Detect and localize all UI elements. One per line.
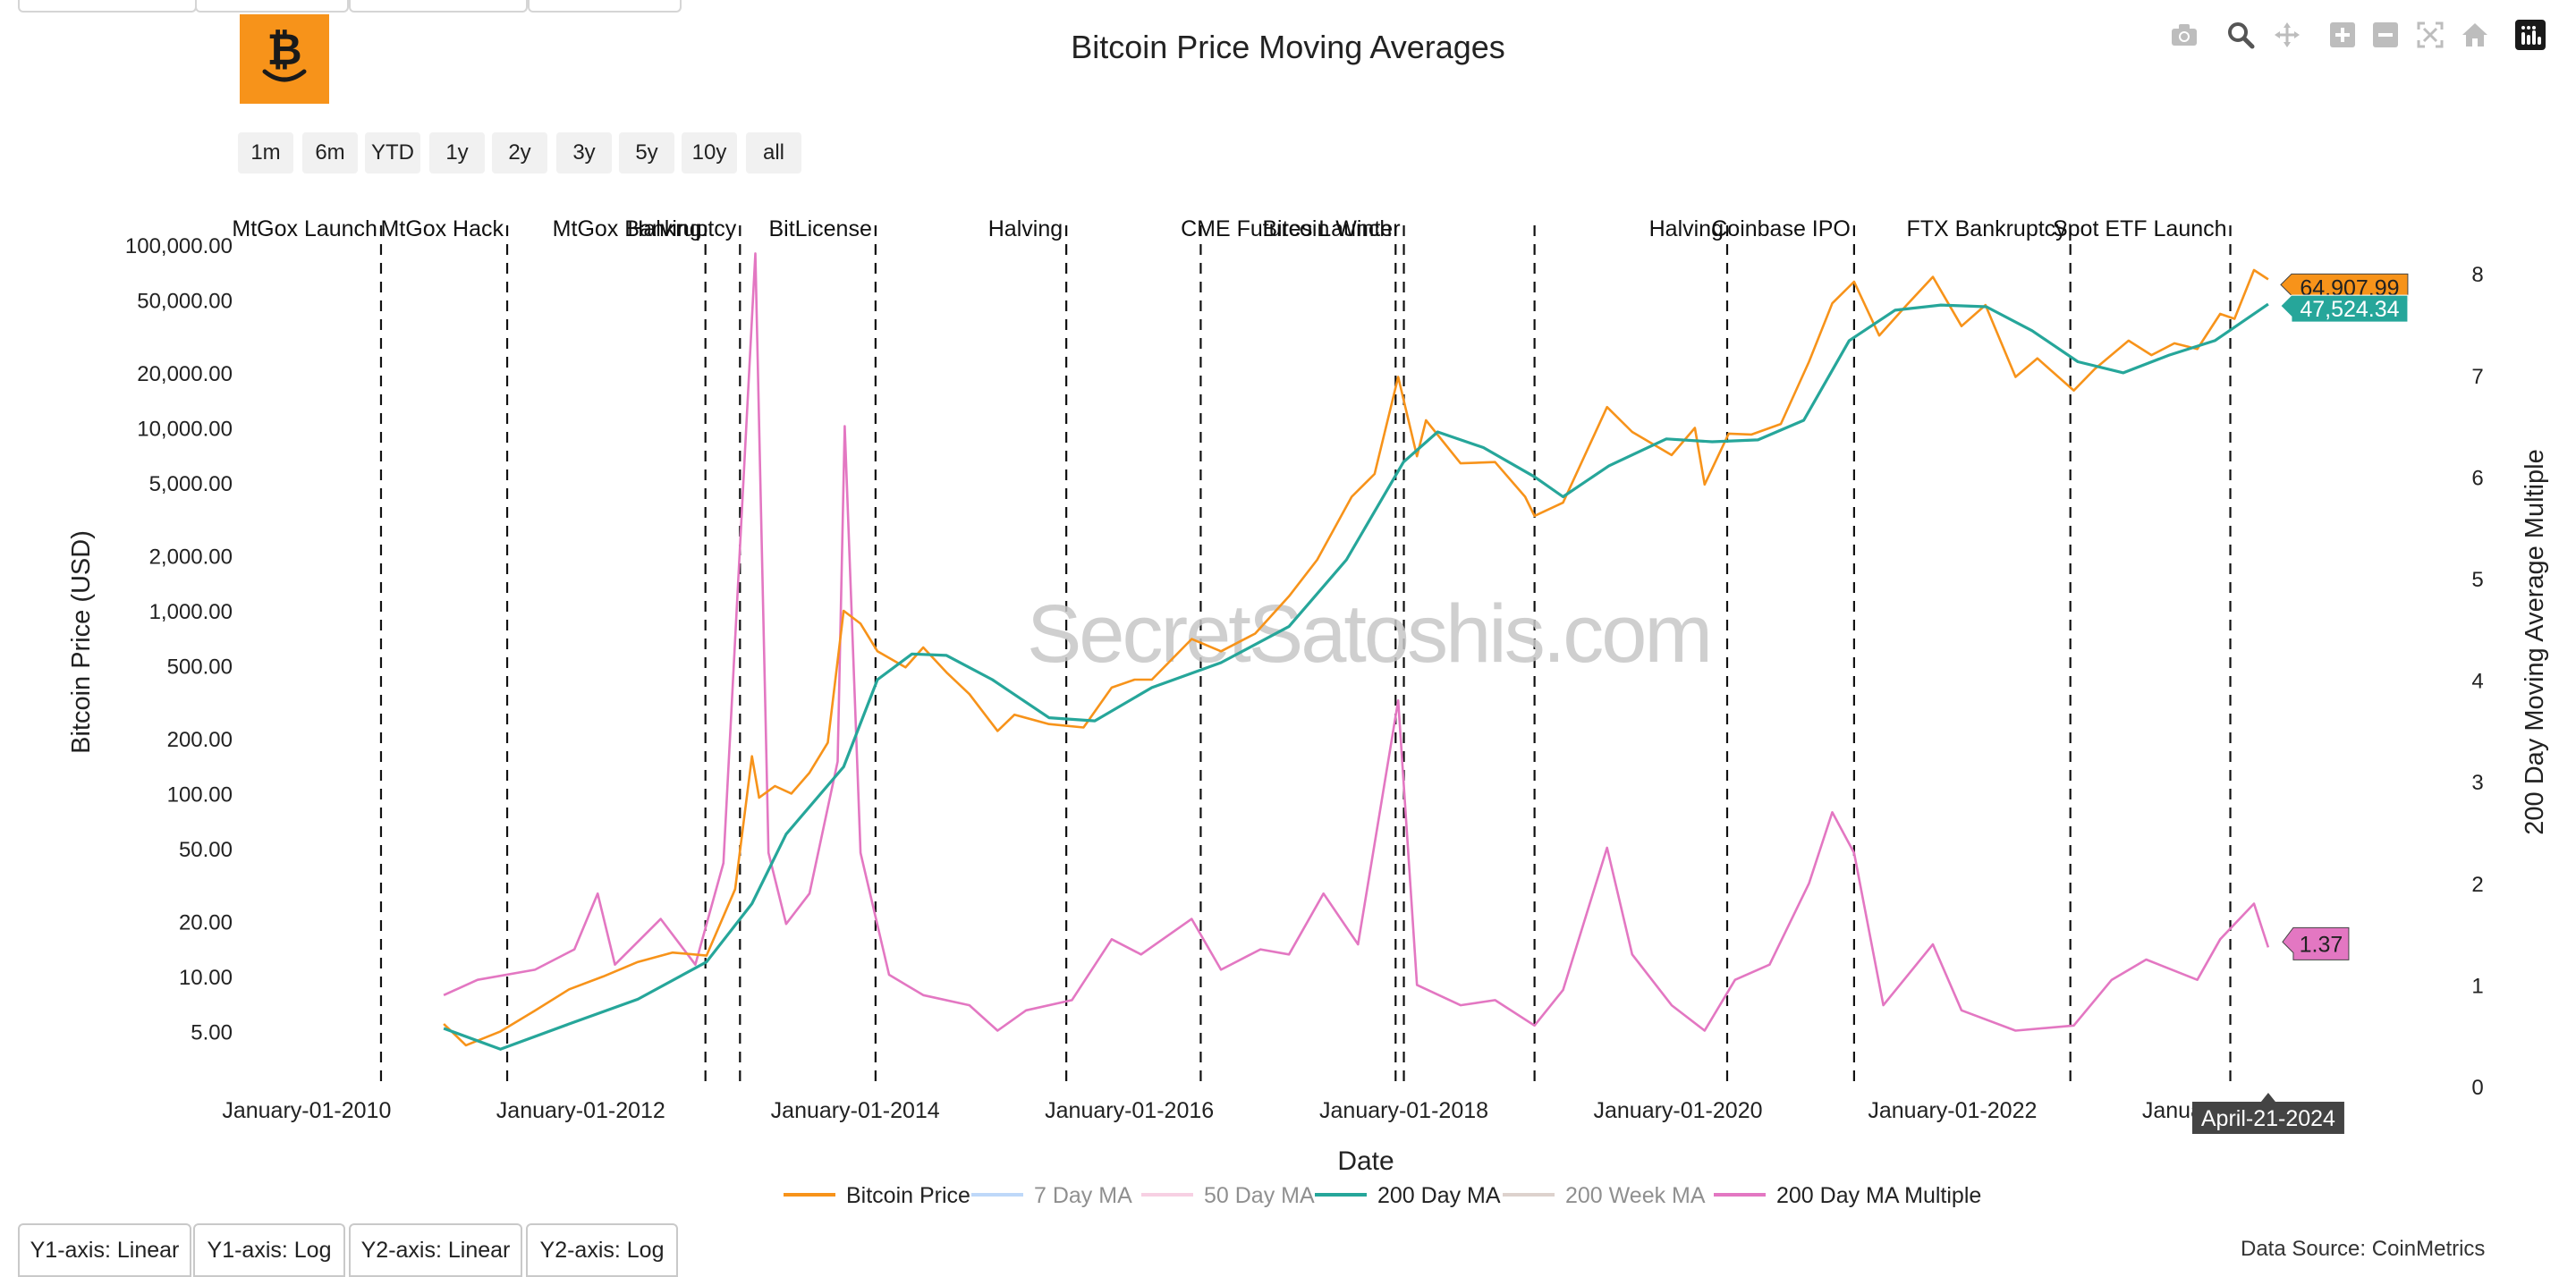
x-tick-label: January-01-2010 [222,1098,391,1123]
y-tick-label: 5.00 [191,1020,233,1044]
y2-tick-label: 3 [2471,771,2483,795]
range-button-all[interactable]: all [746,132,801,173]
y-tick-label: 50,000.00 [137,290,233,314]
legend-label: 50 Day MA [1204,1183,1315,1208]
svg-text:1.37: 1.37 [2300,932,2343,957]
legend-label: 200 Day MA Multiple [1776,1183,1981,1208]
legend-item[interactable]: 200 Week MA [1503,1183,1706,1208]
pan-icon[interactable] [2272,20,2302,50]
legend-label: Bitcoin Price [846,1183,970,1208]
svg-text:₿: ₿ [267,25,301,75]
legend-item[interactable]: 200 Day MA [1315,1183,1501,1208]
x-tick-label: January-01-2022 [1868,1098,2037,1123]
legend-label: 7 Day MA [1034,1183,1132,1208]
x-tick-label: January-01-2016 [1045,1098,1214,1123]
top-tab[interactable] [528,0,682,13]
home-icon[interactable] [2460,20,2490,50]
data-source: Data Source: CoinMetrics [2241,1237,2486,1261]
chart-title: Bitcoin Price Moving Averages [1071,29,1505,65]
y-tick-label: 5,000.00 [149,472,233,496]
x-tick-label: January-01-2020 [1593,1098,1762,1123]
event-label: CME Futures Launch [1181,216,1392,241]
bitcoin-price-line[interactable] [443,268,2269,1047]
y-tick-label: 10.00 [179,966,233,990]
ma200-line[interactable] [443,302,2269,1051]
y2-tick-label: 2 [2471,873,2483,897]
event-label: Halving [1649,216,1724,241]
legend-label: 200 Week MA [1565,1183,1706,1208]
y2-tick-label: 1 [2471,974,2483,998]
hover-date-label: April-21-2024 [2191,1093,2344,1134]
range-button-1y[interactable]: 1y [429,132,485,173]
range-button-6m[interactable]: 6m [302,132,358,173]
range-button-2y[interactable]: 2y [492,132,547,173]
event-label: FTX Bankruptcy [1906,216,2067,241]
zoom-icon[interactable] [2225,20,2256,50]
range-button-3y[interactable]: 3y [556,132,612,173]
y2-tick-label: 0 [2471,1076,2483,1100]
top-tab[interactable] [349,0,528,13]
autoscale-icon[interactable] [2415,20,2445,50]
y2-tick-label: 4 [2471,670,2483,694]
y-tick-label: 100,000.00 [125,234,233,258]
site-logo[interactable]: ₿ [240,14,329,104]
y2-tick-label: 5 [2471,568,2483,592]
x-axis-title: Date [1337,1146,1394,1176]
y-tick-label: 20,000.00 [137,362,233,386]
ma200-last-value: 47,524.34 [2280,294,2409,323]
y1-linear-button[interactable]: Y1-axis: Linear [18,1223,191,1277]
camera-icon[interactable] [2169,20,2199,50]
x-tick-label: January-01-2012 [496,1098,665,1123]
y-tick-label: 50.00 [179,838,233,862]
event-label: BitLicense [769,216,872,241]
event-label: MtGox Hack [380,216,504,241]
svg-text:47,524.34: 47,524.34 [2300,297,2399,322]
legend-item[interactable]: 50 Day MA [1141,1183,1315,1208]
y-tick-label: 1,000.00 [149,600,233,624]
legend-item[interactable]: 200 Day MA Multiple [1714,1183,1981,1208]
x-tick-label: January-01-2014 [771,1098,940,1123]
event-label: MtGox Bankruptcy [553,216,737,241]
event-label: Bitcoin Winter [1262,216,1400,241]
legend-label: 200 Day MA [1377,1183,1501,1208]
legend-item[interactable]: Bitcoin Price [784,1183,970,1208]
range-button-5y[interactable]: 5y [619,132,674,173]
y-tick-label: 500.00 [167,655,233,680]
y2-axis-title: 200 Day Moving Average Multiple [2521,449,2549,835]
range-button-1m[interactable]: 1m [238,132,293,173]
y2-tick-label: 6 [2471,466,2483,490]
watermark: SecretSatoshis.com [1027,588,1710,680]
y1-log-button[interactable]: Y1-axis: Log [193,1223,345,1277]
y-axis-title: Bitcoin Price (USD) [67,530,96,754]
multiple-last-value: 1.37 [2282,926,2350,960]
y-tick-label: 10,000.00 [137,417,233,441]
y-tick-label: 2,000.00 [149,545,233,569]
event-label: Halving [988,216,1063,241]
zoom-in-icon[interactable] [2327,20,2358,50]
y-tick-label: 200.00 [167,728,233,752]
zoom-out-icon[interactable] [2370,20,2401,50]
range-button-10y[interactable]: 10y [682,132,737,173]
y2-tick-label: 8 [2471,263,2483,287]
top-tab[interactable] [195,0,349,13]
svg-text:April-21-2024: April-21-2024 [2201,1106,2335,1131]
y2-linear-button[interactable]: Y2-axis: Linear [349,1223,522,1277]
y2-log-button[interactable]: Y2-axis: Log [526,1223,678,1277]
x-tick-label: January-01-2018 [1319,1098,1488,1123]
event-label: Halving [627,216,701,241]
y-tick-label: 20.00 [179,910,233,934]
event-label: Coinbase IPO [1711,216,1851,241]
legend-item[interactable]: 7 Day MA [971,1183,1132,1208]
range-button-ytd[interactable]: YTD [365,132,420,173]
y2-tick-label: 7 [2471,365,2483,389]
plotly-logo-icon[interactable] [2515,20,2546,50]
y-tick-label: 100.00 [167,782,233,807]
event-label: Spot ETF Launch [2053,216,2227,241]
bitcoin-face-logo-icon: ₿ [262,25,307,82]
ma-multiple-line[interactable] [443,252,2270,1032]
event-label: MtGox Launch [232,216,377,241]
